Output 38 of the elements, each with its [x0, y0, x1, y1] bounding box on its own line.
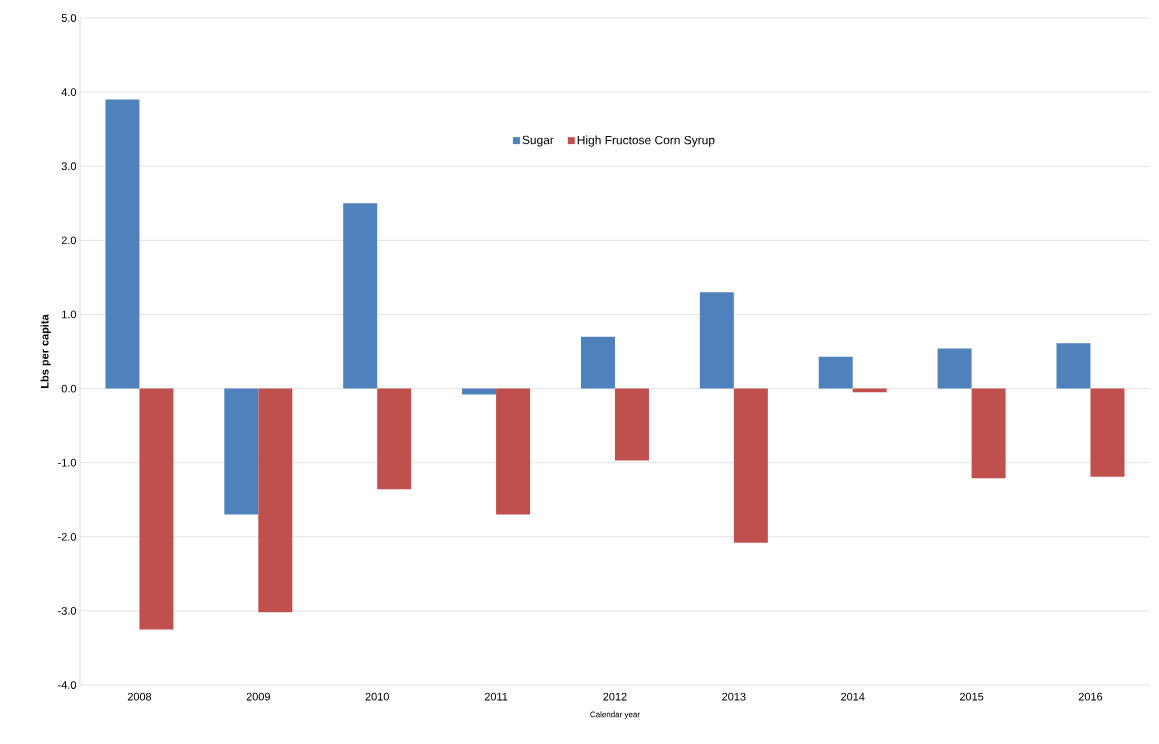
bar — [224, 388, 259, 515]
y-tick-label: -1.0 — [58, 458, 77, 467]
x-tick-label: 2009 — [246, 692, 270, 701]
x-tick-label: 2010 — [365, 692, 389, 701]
x-tick-label: 2011 — [484, 692, 508, 701]
bar — [971, 388, 1006, 479]
bar — [1056, 343, 1091, 389]
x-tick-label: 2012 — [603, 692, 627, 701]
y-tick-label: -4.0 — [58, 681, 77, 689]
bar — [818, 356, 853, 389]
legend-label: High Fructose Corn Syrup — [577, 135, 715, 147]
x-tick-label: 2014 — [841, 692, 865, 701]
bar — [1090, 388, 1125, 477]
x-tick-label: 2016 — [1078, 692, 1103, 701]
y-tick-label: 4.0 — [61, 88, 77, 96]
y-tick-label: 3.0 — [61, 162, 77, 171]
legend-label: Sugar — [522, 135, 554, 147]
x-tick-label: 2013 — [722, 692, 746, 701]
bar — [496, 388, 531, 515]
bar — [377, 388, 412, 490]
bar — [733, 388, 768, 543]
bar — [105, 99, 140, 389]
bar — [343, 203, 378, 389]
bar — [580, 336, 615, 389]
y-tick-label: 0.0 — [61, 384, 77, 393]
bar — [699, 292, 734, 389]
y-tick-label: 1.0 — [62, 310, 77, 319]
y-tick-label: -2.0 — [58, 532, 77, 541]
bar — [614, 388, 649, 461]
y-tick-label: 5.0 — [61, 14, 77, 22]
x-tick-label: 2015 — [959, 692, 984, 701]
bar — [139, 388, 174, 630]
bar — [937, 348, 972, 389]
bar — [258, 388, 293, 613]
y-axis-title: Lbs per capita — [40, 314, 51, 388]
y-tick-label: -3.0 — [58, 607, 77, 615]
x-tick-label: 2008 — [127, 692, 152, 701]
y-tick-label: 2.0 — [61, 236, 77, 245]
